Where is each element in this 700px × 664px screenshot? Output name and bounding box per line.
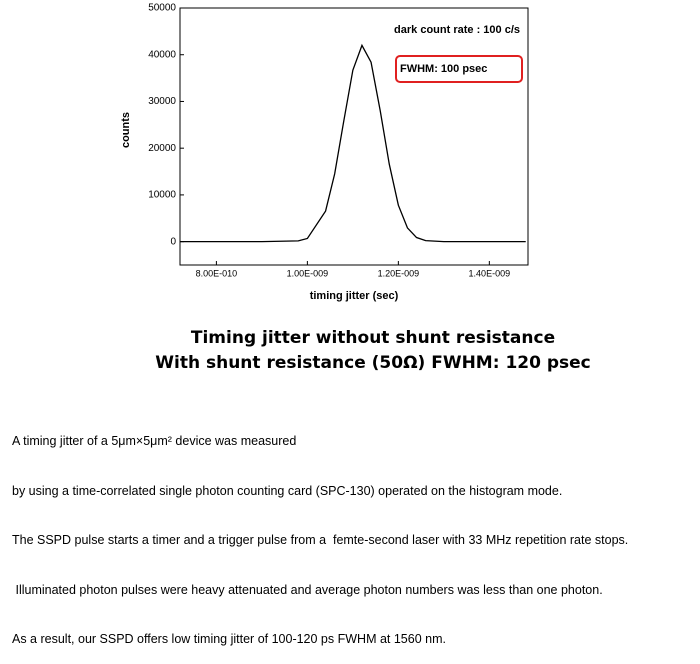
highlight-box [395,55,523,83]
annotation: FWHM: 100 psec [400,63,487,75]
x-axis-label: timing jitter (sec) [310,290,399,302]
description-line: As a result, our SSPD offers low timing … [12,632,446,646]
description-line: Illuminated photon pulses were heavy att… [12,582,603,597]
y-tick-label: 40000 [148,49,176,60]
y-tick-label: 30000 [148,96,176,107]
plot-frame [179,7,529,266]
y-tick-label: 20000 [148,143,176,154]
description-line: The SSPD pulse starts a timer and a trig… [12,533,629,547]
caption: With shunt resistance (50Ω) FWHM: 120 ps… [155,353,591,373]
line-series [180,43,526,243]
page: timing jitter (sec) counts dark count ra… [12,2,629,646]
y-tick-label: 10000 [148,190,176,201]
y-tick-label: 50000 [148,3,176,14]
description: A timing jitter of a 5μm×5μm² device was… [12,400,628,664]
description-line: A timing jitter of a 5μm×5μm² device was… [12,434,297,448]
y-tick-label: 0 [170,236,176,247]
chart: timing jitter (sec) counts dark count ra… [120,3,529,302]
caption: Timing jitter without shunt resistance [190,328,556,348]
annotation: dark count rate : 100 c/s [394,24,520,36]
x-tick-label: 8.00E-010 [196,268,238,278]
x-tick-label: 1.20E-009 [378,268,420,278]
y-axis-label: counts [120,112,132,148]
description-line: by using a time-correlated single photon… [12,483,563,498]
x-tick-label: 1.40E-009 [469,268,511,278]
x-tick-label: 1.00E-009 [287,268,329,278]
